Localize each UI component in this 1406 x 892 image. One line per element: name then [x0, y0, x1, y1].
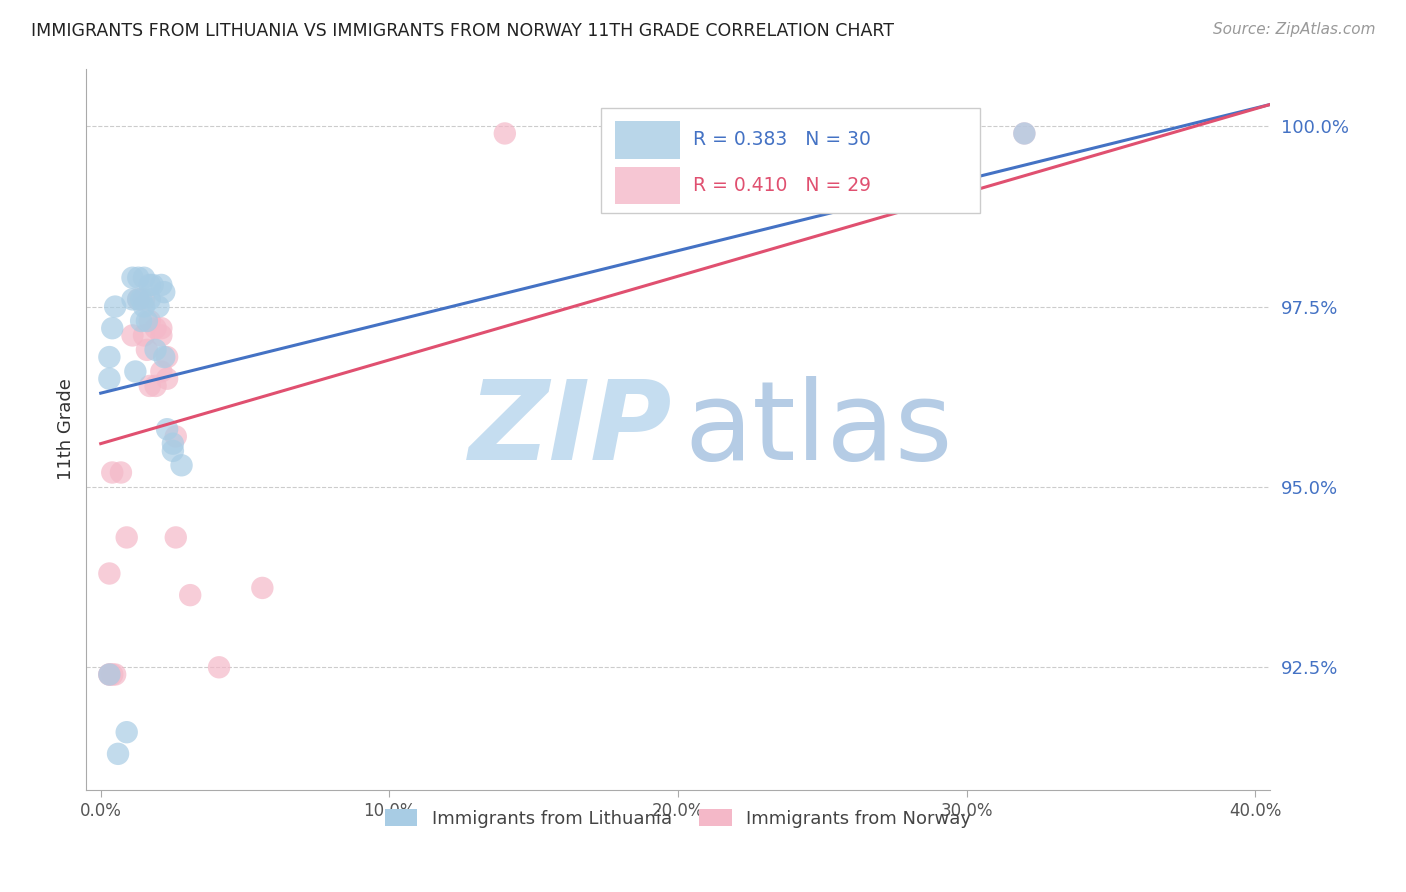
Point	[121, 270, 143, 285]
Point	[107, 747, 129, 761]
Point	[129, 293, 152, 307]
FancyBboxPatch shape	[616, 121, 681, 159]
Point	[98, 667, 121, 681]
Point	[150, 277, 173, 292]
Point	[170, 458, 193, 473]
Point	[139, 314, 162, 328]
Point	[494, 127, 516, 141]
Point	[104, 667, 127, 681]
Point	[139, 379, 162, 393]
Point	[145, 343, 167, 357]
Point	[1014, 127, 1036, 141]
Point	[121, 328, 143, 343]
Point	[156, 350, 179, 364]
Point	[115, 725, 138, 739]
Point	[101, 667, 124, 681]
Point	[135, 314, 157, 328]
Point	[98, 667, 121, 681]
Point	[101, 466, 124, 480]
Point	[150, 321, 173, 335]
FancyBboxPatch shape	[616, 167, 681, 204]
Point	[148, 300, 170, 314]
Point	[98, 350, 121, 364]
Point	[127, 293, 149, 307]
Text: Source: ZipAtlas.com: Source: ZipAtlas.com	[1212, 22, 1375, 37]
Legend: Immigrants from Lithuania, Immigrants from Norway: Immigrants from Lithuania, Immigrants fr…	[378, 802, 979, 835]
Point	[162, 436, 184, 450]
Text: R = 0.410   N = 29: R = 0.410 N = 29	[693, 176, 872, 194]
Point	[132, 328, 155, 343]
Point	[127, 270, 149, 285]
Point	[139, 277, 162, 292]
Point	[132, 300, 155, 314]
Point	[98, 667, 121, 681]
Point	[153, 285, 176, 300]
Point	[129, 314, 152, 328]
Point	[132, 293, 155, 307]
Point	[104, 300, 127, 314]
Point	[1014, 127, 1036, 141]
Text: IMMIGRANTS FROM LITHUANIA VS IMMIGRANTS FROM NORWAY 11TH GRADE CORRELATION CHART: IMMIGRANTS FROM LITHUANIA VS IMMIGRANTS …	[31, 22, 894, 40]
Text: atlas: atlas	[683, 376, 952, 483]
Text: R = 0.383   N = 30: R = 0.383 N = 30	[693, 130, 872, 150]
Point	[153, 350, 176, 364]
Point	[98, 566, 121, 581]
Point	[156, 372, 179, 386]
Text: ZIP: ZIP	[468, 376, 672, 483]
Point	[127, 293, 149, 307]
Y-axis label: 11th Grade: 11th Grade	[58, 378, 75, 480]
Point	[162, 443, 184, 458]
Point	[252, 581, 274, 595]
Point	[132, 270, 155, 285]
Point	[150, 328, 173, 343]
FancyBboxPatch shape	[602, 108, 980, 213]
Point	[115, 530, 138, 544]
Point	[150, 364, 173, 378]
Point	[101, 321, 124, 335]
Point	[124, 364, 146, 378]
Point	[98, 372, 121, 386]
Point	[121, 293, 143, 307]
Point	[110, 466, 132, 480]
Point	[145, 321, 167, 335]
Point	[156, 422, 179, 436]
Point	[208, 660, 231, 674]
Point	[179, 588, 201, 602]
Point	[165, 429, 187, 443]
Point	[139, 293, 162, 307]
Point	[165, 530, 187, 544]
Point	[142, 277, 165, 292]
Point	[135, 343, 157, 357]
Point	[145, 379, 167, 393]
